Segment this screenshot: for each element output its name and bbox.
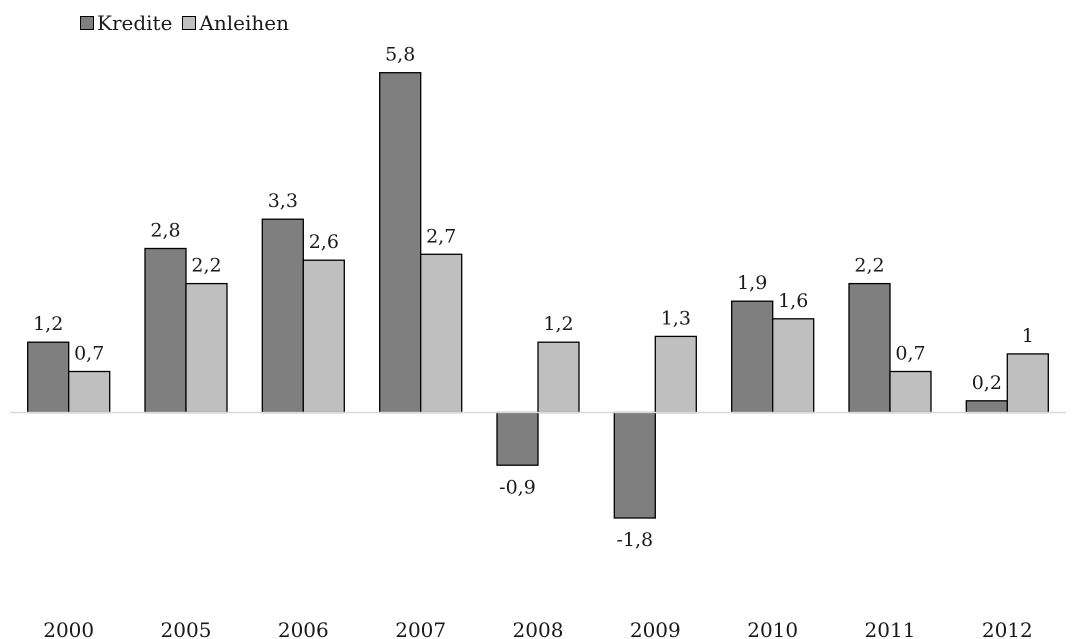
x-tick-label-2000: 2000 (43, 618, 94, 639)
bar-anleihen-2009 (654, 335, 697, 414)
data-label-anleihen-2008: 1,2 (543, 313, 573, 335)
bar-anleihen-2006 (302, 259, 345, 414)
bar-kredite-2011 (848, 282, 891, 414)
data-label-kredite-2007: 5,8 (385, 44, 415, 66)
data-label-anleihen-2005: 2,2 (191, 255, 221, 277)
x-tick-label-2005: 2005 (161, 618, 212, 639)
legend-swatch-anleihen (182, 16, 197, 30)
data-label-kredite-2010: 1,9 (737, 272, 767, 294)
bars-group (27, 72, 1049, 519)
data-label-anleihen-2006: 2,6 (309, 231, 339, 253)
x-tick-label-2012: 2012 (982, 618, 1033, 639)
bar-kredite-2006 (261, 218, 304, 414)
data-label-kredite-2000: 1,2 (33, 313, 63, 335)
legend-label-kredite: Kredite (97, 11, 173, 35)
x-tick-label-2006: 2006 (278, 618, 329, 639)
data-label-anleihen-2007: 2,7 (426, 225, 456, 247)
bar-anleihen-2011 (889, 370, 932, 414)
data-label-anleihen-2009: 1,3 (661, 307, 691, 329)
value-labels-group: 1,2 0,7 2,8 2,2 3,3 2,6 5,8 2,7 -0,9 1,2 -1,8 1,3 1,… (33, 44, 1034, 551)
bar-kredite-2010 (731, 300, 774, 414)
data-label-kredite-2005: 2,8 (150, 220, 180, 242)
x-tick-label-2009: 2009 (630, 618, 681, 639)
bar-anleihen-2000 (68, 370, 111, 414)
bar-anleihen-2012 (1006, 353, 1049, 414)
bar-kredite-2008 (496, 411, 539, 466)
bar-anleihen-2007 (420, 253, 463, 414)
legend-label-anleihen: Anleihen (199, 11, 289, 35)
legend-item-anleihen: Anleihen (182, 11, 289, 35)
data-label-kredite-2008: -0,9 (499, 476, 536, 498)
data-label-anleihen-2012: 1 (1022, 325, 1034, 347)
data-label-anleihen-2000: 0,7 (74, 343, 104, 365)
bar-anleihen-2010 (772, 318, 815, 414)
data-label-kredite-2011: 2,2 (854, 255, 884, 277)
bar-kredite-2012 (965, 400, 1008, 414)
x-tick-labels-group: 2000 2005 2006 2007 2008 2009 2010 2011 2012 (43, 618, 1033, 639)
bar-kredite-2007 (379, 72, 422, 414)
bar-anleihen-2008 (537, 341, 580, 414)
data-label-anleihen-2010: 1,6 (778, 290, 808, 312)
x-tick-label-2011: 2011 (865, 618, 916, 639)
data-label-kredite-2009: -1,8 (616, 529, 653, 551)
bar-kredite-2005 (144, 247, 187, 414)
x-tick-label-2008: 2008 (513, 618, 564, 639)
bar-anleihen-2005 (185, 282, 228, 414)
data-label-kredite-2012: 0,2 (972, 372, 1002, 394)
legend-item-kredite: Kredite (80, 11, 172, 35)
x-tick-label-2010: 2010 (747, 618, 798, 639)
bar-kredite-2000 (27, 341, 70, 414)
legend-swatch-kredite (80, 16, 94, 30)
x-tick-label-2007: 2007 (395, 618, 446, 639)
data-label-kredite-2006: 3,3 (268, 190, 298, 212)
legend: Kredite Anleihen (80, 10, 289, 36)
data-label-anleihen-2011: 0,7 (895, 343, 925, 365)
bar-kredite-2009 (613, 411, 656, 519)
